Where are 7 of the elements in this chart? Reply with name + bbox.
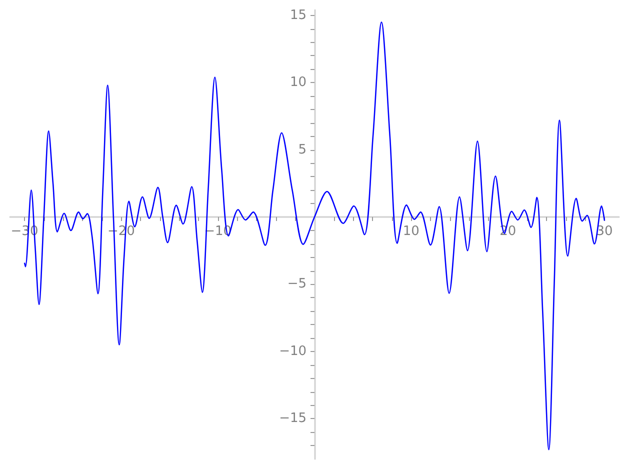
y-tick-label: 10 (290, 75, 306, 90)
y-tick-label: 5 (298, 142, 306, 158)
y-tick-label: −10 (279, 344, 306, 359)
x-tick-label: 10 (402, 224, 420, 240)
y-tick-label: −15 (279, 411, 306, 426)
y-tick-label: 15 (290, 8, 306, 23)
y-tick-label: −5 (287, 276, 306, 292)
